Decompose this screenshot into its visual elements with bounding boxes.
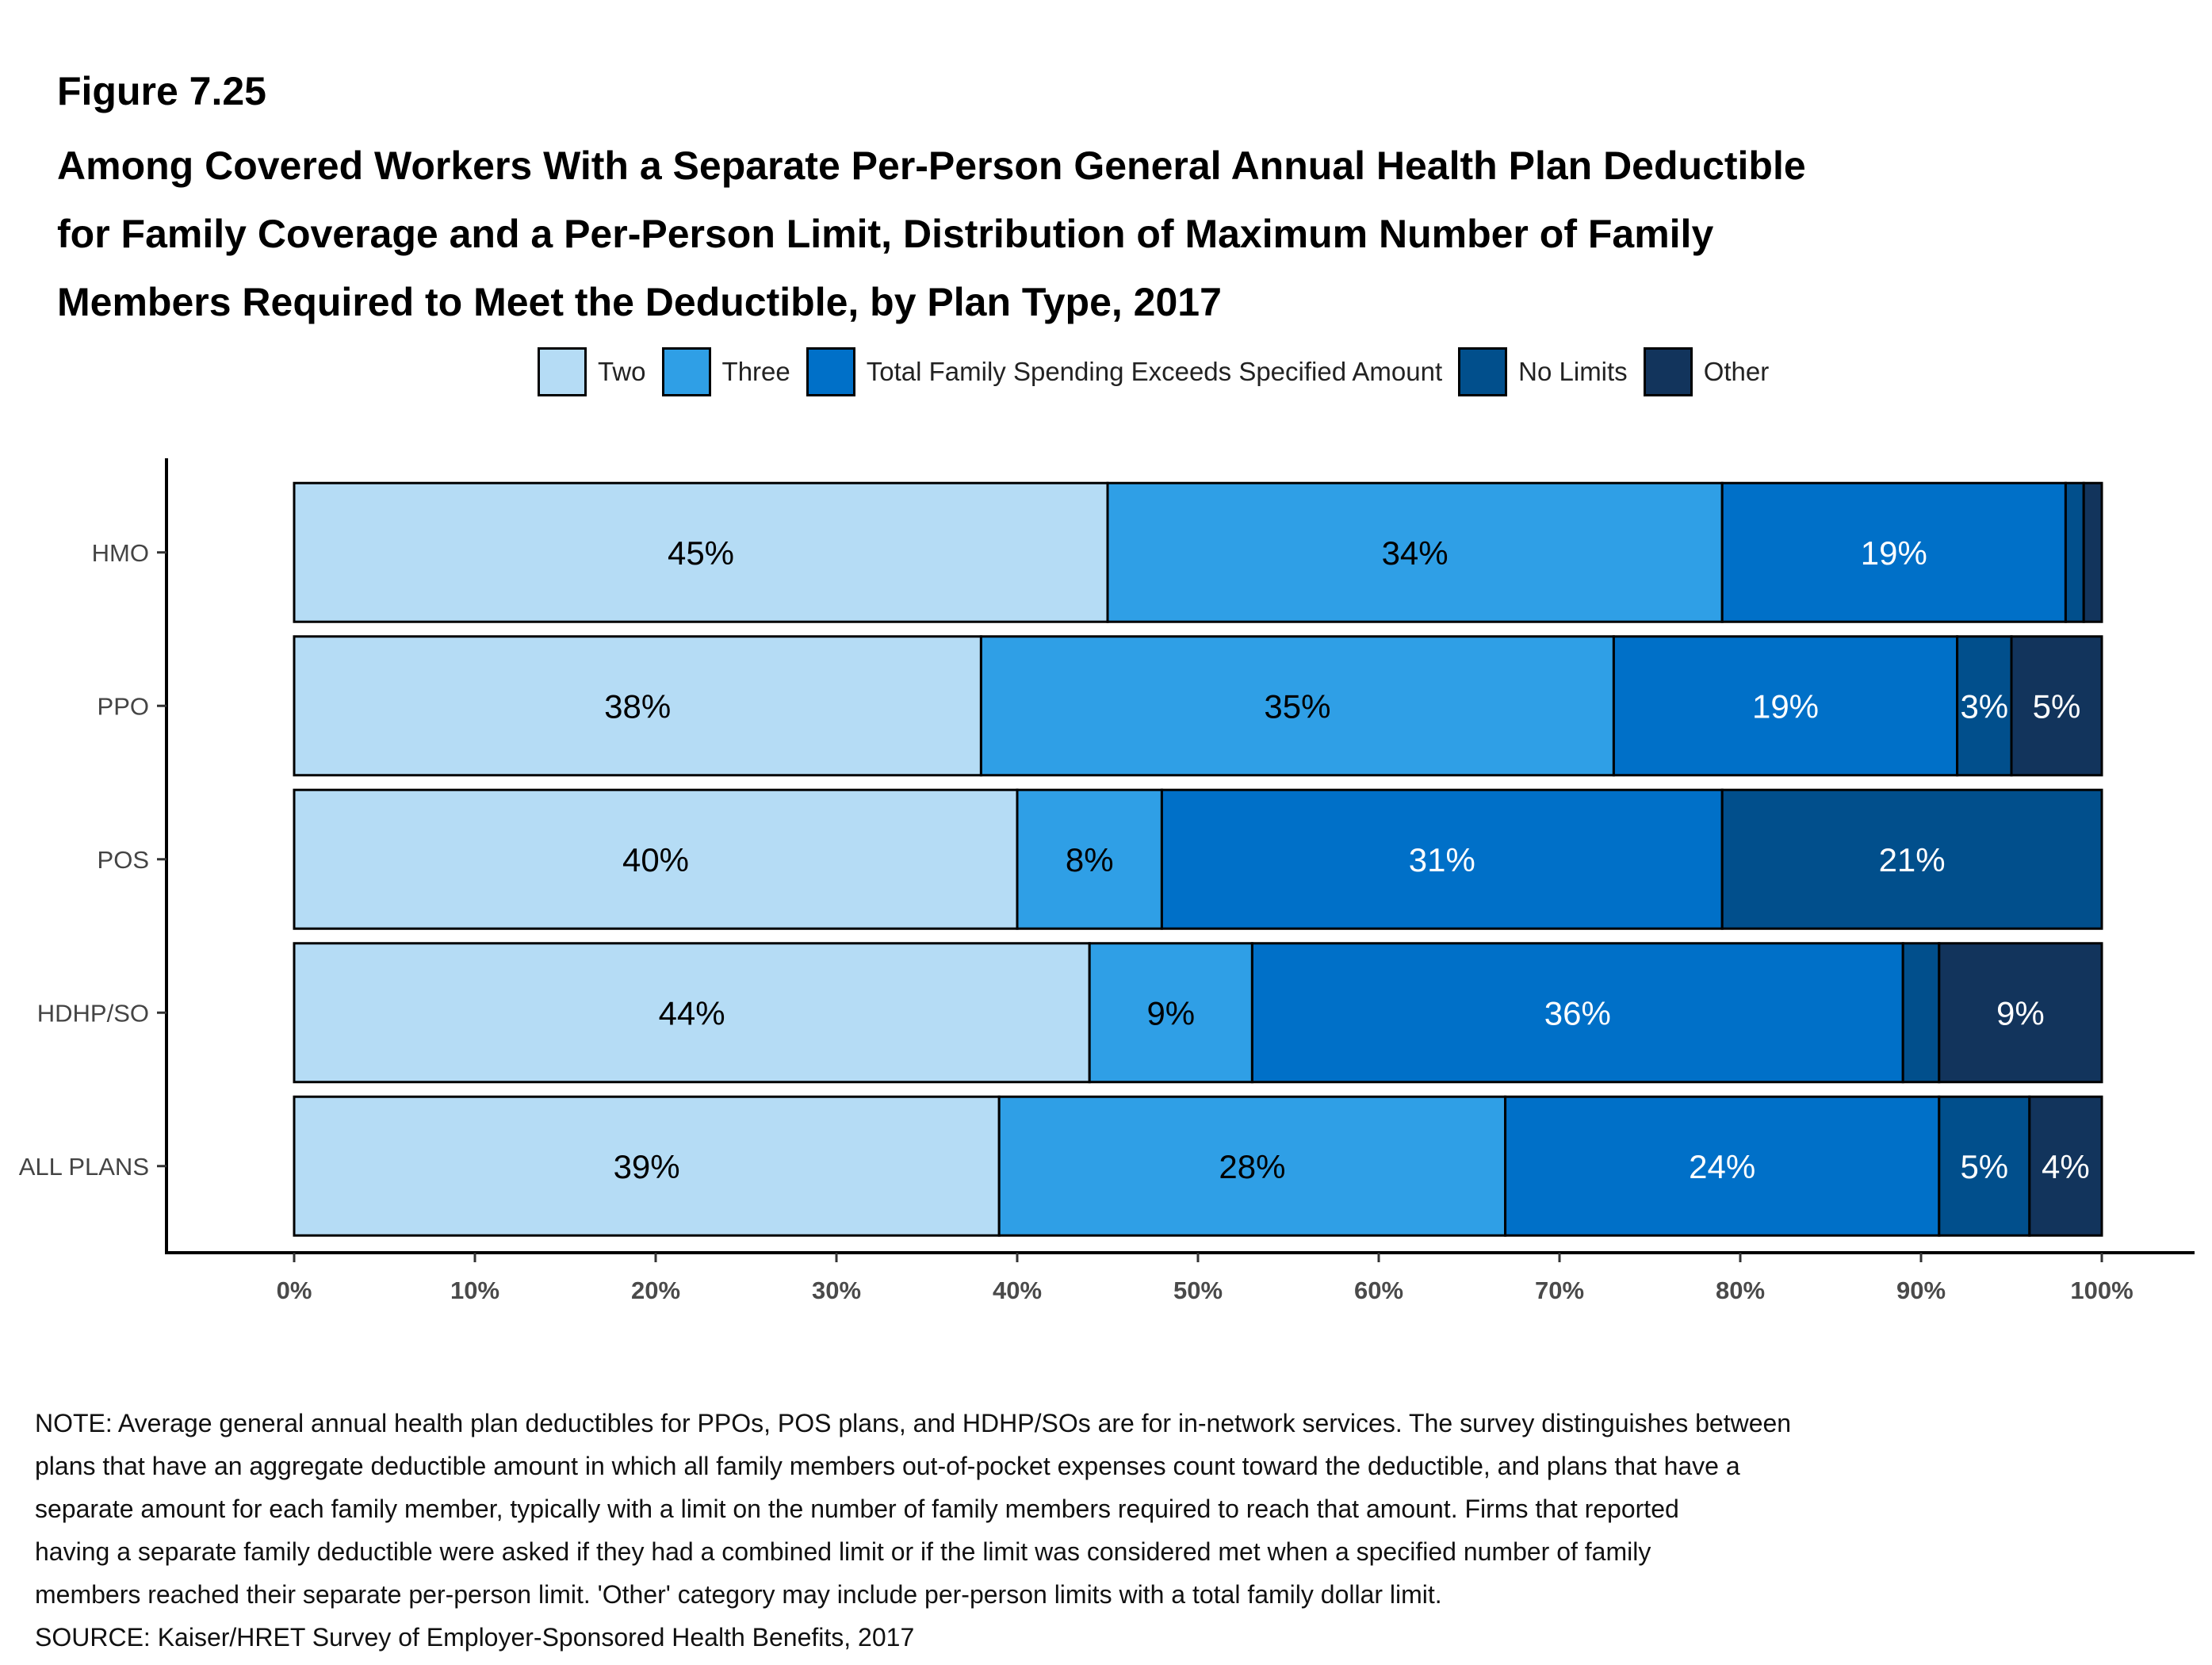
legend-item-total-family: Total Family Spending Exceeds Specified … — [806, 347, 1442, 396]
x-tick-label: 100% — [2070, 1276, 2133, 1304]
note-line: having a separate family deductible were… — [35, 1537, 1651, 1566]
data-label: 34% — [1382, 534, 1449, 572]
data-label: 45% — [668, 534, 734, 572]
chart-title-line: Among Covered Workers With a Separate Pe… — [57, 144, 1806, 188]
data-label: 35% — [1264, 687, 1330, 725]
bar-segment — [293, 788, 1019, 930]
data-label: 5% — [2033, 687, 2081, 725]
data-label: 9% — [1996, 994, 2045, 1032]
x-tick-label: 70% — [1535, 1276, 1584, 1304]
bar-segment — [1938, 942, 2103, 1084]
chart-notes: NOTE: Average general annual health plan… — [35, 1402, 2176, 1659]
bar-segment — [979, 635, 1615, 777]
bar-segment — [1106, 481, 1724, 623]
chart-title: Among Covered Workers With a Separate Pe… — [57, 132, 2118, 336]
data-label: 40% — [622, 841, 689, 878]
data-label: 9% — [1146, 994, 1195, 1032]
bar-segment — [293, 942, 1091, 1084]
data-label: 3% — [1960, 687, 2008, 725]
legend-swatch — [1458, 347, 1508, 396]
legend-item-three: Three — [661, 347, 790, 396]
source-line: SOURCE: Kaiser/HRET Survey of Employer-S… — [35, 1623, 915, 1652]
legend-item-no-limits: No Limits — [1458, 347, 1628, 396]
data-label: 28% — [1219, 1148, 1285, 1185]
x-tick-label: 50% — [1173, 1276, 1223, 1304]
data-label: 39% — [614, 1148, 680, 1185]
x-tick-label: 0% — [277, 1276, 312, 1304]
legend-item-two: Two — [538, 347, 646, 396]
figure-label: Figure 7.25 — [57, 69, 266, 113]
legend-swatch — [1643, 347, 1693, 396]
x-tick-label: 90% — [1896, 1276, 1946, 1304]
bar-segment — [1250, 942, 1904, 1084]
legend-item-other: Other — [1643, 347, 1770, 396]
data-label: 19% — [1861, 534, 1927, 572]
x-tick-label: 80% — [1716, 1276, 1765, 1304]
bar-segment — [2028, 1095, 2103, 1237]
chart-title-line: Members Required to Meet the Deductible,… — [57, 280, 1222, 324]
data-label: 44% — [659, 994, 725, 1032]
x-tick-label: 30% — [812, 1276, 861, 1304]
x-tick-label: 40% — [993, 1276, 1042, 1304]
x-tick-label: 10% — [450, 1276, 499, 1304]
bar-segment — [293, 1095, 1001, 1237]
data-label: 8% — [1066, 841, 1114, 878]
bar-segment — [1612, 635, 1959, 777]
note-line: separate amount for each family member, … — [35, 1495, 1679, 1523]
bar-segment — [1160, 788, 1724, 930]
legend-label: Two — [598, 357, 646, 386]
bar-segment — [2010, 635, 2103, 777]
data-label: 4% — [2042, 1148, 2090, 1185]
legend-label: Total Family Spending Exceeds Specified … — [866, 357, 1443, 386]
x-tick-label: 60% — [1354, 1276, 1403, 1304]
bar-segment — [1088, 942, 1253, 1084]
chart-title-line: for Family Coverage and a Per-Person Lim… — [57, 212, 1714, 256]
legend-label: Other — [1703, 357, 1770, 386]
bar-segment — [997, 1095, 1507, 1237]
bar-segment — [1016, 788, 1163, 930]
bar-segment — [2082, 481, 2103, 623]
data-label: 36% — [1544, 994, 1611, 1032]
y-tick-label: HMO — [92, 539, 149, 567]
data-label: 24% — [1689, 1148, 1755, 1185]
legend-swatch — [538, 347, 587, 396]
bar-segment — [1956, 635, 2013, 777]
data-label: 5% — [1960, 1148, 2008, 1185]
bar-segment — [293, 481, 1109, 623]
x-tick-label: 20% — [631, 1276, 680, 1304]
bar-segment — [293, 635, 982, 777]
bar-segment — [2064, 481, 2085, 623]
y-tick-label: HDHP/SO — [37, 999, 149, 1027]
bar-segment — [1720, 788, 2103, 930]
note-line: NOTE: Average general annual health plan… — [35, 1409, 1792, 1437]
bar-segment — [1720, 481, 2067, 623]
note-line: members reached their separate per-perso… — [35, 1580, 1442, 1609]
y-tick-label: ALL PLANS — [19, 1153, 149, 1181]
y-tick-label: POS — [98, 846, 149, 874]
legend-swatch — [661, 347, 711, 396]
legend-label: No Limits — [1518, 357, 1628, 386]
legend-swatch — [806, 347, 855, 396]
y-tick-label: PPO — [98, 692, 149, 720]
data-label: 21% — [1879, 841, 1946, 878]
note-line: plans that have an aggregate deductible … — [35, 1452, 1740, 1480]
data-label: 19% — [1752, 687, 1819, 725]
data-label: 38% — [604, 687, 671, 725]
chart-legend: Two Three Total Family Spending Exceeds … — [538, 344, 1785, 400]
stacked-bar-chart: 0% 10% 20% 30% 40% 50% 60% 70% 80% 90% 100% HMO 45% 3… — [19, 458, 2195, 1304]
bar-segment — [1901, 942, 1941, 1084]
data-label: 31% — [1409, 841, 1475, 878]
bar-segment — [1504, 1095, 1941, 1237]
legend-label: Three — [721, 357, 790, 386]
